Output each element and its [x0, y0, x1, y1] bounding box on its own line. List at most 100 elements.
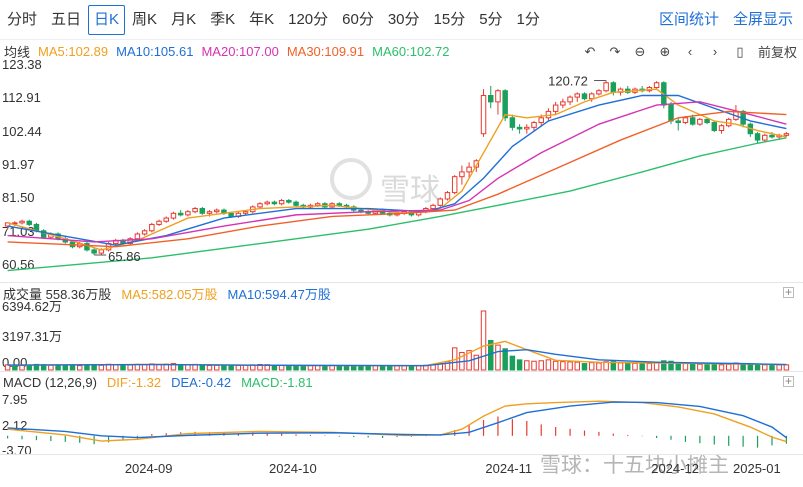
- candle-body: [286, 200, 292, 203]
- candle-body: [242, 211, 249, 214]
- legend-label: MACD (12,26,9): [3, 374, 97, 390]
- candle-style-icon[interactable]: ▯: [736, 43, 744, 59]
- volume-bar: [177, 364, 184, 371]
- candle-body: [689, 117, 696, 125]
- zoom-in-icon[interactable]: ⊕: [659, 43, 671, 59]
- scroll-left-icon[interactable]: ‹: [687, 44, 693, 59]
- volume-bar: [394, 365, 400, 371]
- expand-volume-icon[interactable]: +: [783, 285, 794, 299]
- range-stats-button[interactable]: 区间统计: [658, 10, 719, 28]
- candle-body: [163, 217, 169, 222]
- tab-period[interactable]: 30分: [387, 10, 420, 28]
- tab-period[interactable]: 年K: [249, 10, 275, 28]
- tab-period[interactable]: 120分: [288, 10, 329, 28]
- candle-body: [610, 82, 617, 93]
- volume-bar: [76, 365, 83, 371]
- expand-macd-icon[interactable]: +: [783, 374, 794, 388]
- candle-body: [769, 134, 775, 138]
- volume-bar: [213, 364, 220, 371]
- price-tick-label: 81.50: [2, 190, 35, 206]
- macd-tick-label: 7.95: [2, 392, 28, 407]
- price-tick-label: 91.97: [2, 157, 35, 172]
- candle-body: [581, 93, 588, 100]
- scroll-right-icon[interactable]: ›: [712, 44, 718, 59]
- volume-bar: [307, 365, 314, 371]
- candle-body: [596, 90, 602, 95]
- ma-legend: 均线 MA5:102.89 MA10:105.61 MA20:107.00 MA30:1…: [0, 41, 803, 62]
- redo-icon[interactable]: ↷: [609, 43, 621, 59]
- volume-bar: [84, 364, 90, 371]
- volume-bar: [668, 360, 674, 371]
- tab-period[interactable]: 分时: [7, 10, 38, 28]
- volume-bar: [646, 363, 653, 371]
- volume-bar: [776, 364, 782, 371]
- candle-body: [783, 133, 790, 136]
- candle-body: [495, 90, 501, 103]
- zoom-out-icon[interactable]: ⊖: [634, 43, 646, 59]
- xueqiu-logo-icon: [330, 158, 372, 200]
- candle-body: [336, 203, 343, 206]
- volume-bar: [596, 362, 602, 371]
- volume-bar: [358, 365, 364, 371]
- legend-item: MA10:594.47万股: [227, 286, 331, 302]
- tab-period[interactable]: 日K: [88, 4, 126, 35]
- watermark-brand: 雪球: [380, 174, 440, 207]
- price-ma5-line: [7, 88, 787, 251]
- volume-bar: [531, 360, 537, 371]
- candle-body: [192, 208, 198, 213]
- volume-bar: [379, 365, 386, 371]
- candle-body: [524, 126, 530, 130]
- tab-period[interactable]: 15分: [433, 10, 466, 28]
- undo-icon[interactable]: ↶: [584, 43, 596, 59]
- volume-bar: [343, 365, 350, 371]
- price-tick-label: 102.44: [2, 123, 42, 139]
- tab-period[interactable]: 5分: [479, 10, 503, 28]
- volume-bar: [625, 363, 631, 371]
- volume-bar: [769, 364, 775, 371]
- volume-bar: [69, 364, 76, 371]
- volume-bar: [682, 363, 689, 371]
- volume-bar: [322, 365, 328, 371]
- candle-body: [141, 230, 148, 235]
- volume-bar: [552, 360, 559, 371]
- volume-bar: [574, 361, 581, 371]
- tab-period[interactable]: 五日: [51, 10, 82, 28]
- volume-bar: [206, 365, 213, 371]
- legend-item: MA60:102.72: [372, 44, 450, 59]
- tab-period[interactable]: 月K: [171, 10, 197, 28]
- macd-dif-line: [7, 400, 787, 443]
- price-tick-label: 123.38: [2, 57, 42, 72]
- legend-item: MA5:582.05万股: [121, 286, 218, 302]
- candle-body: [509, 117, 516, 128]
- period-tabs: 分时 五日 日K 周K 月K 季K 年K 120分 60分 30分 15分 5分 1分 区间统计 全屏显示: [0, 0, 803, 40]
- volume-bar: [524, 360, 530, 371]
- volume-bar: [314, 365, 321, 371]
- volume-bar: [113, 364, 119, 371]
- tab-period[interactable]: 周K: [132, 10, 158, 28]
- volume-bar: [293, 365, 299, 371]
- candle-body: [185, 211, 191, 216]
- volume-bar: [19, 365, 25, 371]
- candle-body: [170, 212, 177, 219]
- volume-bar: [610, 360, 617, 371]
- tab-period[interactable]: 季K: [210, 10, 236, 28]
- candle-body: [278, 200, 285, 205]
- volume-bar: [581, 363, 588, 371]
- volume-tick-label: 3197.31万: [2, 328, 62, 344]
- volume-bar: [55, 364, 61, 371]
- legend-item: MA30:109.91: [286, 44, 365, 59]
- tab-period[interactable]: 1分: [516, 10, 540, 28]
- volume-bar: [408, 365, 415, 371]
- legend-item: MA20:107.00: [201, 44, 279, 59]
- volume-bar: [336, 365, 343, 371]
- price-adjust-select[interactable]: 前复权: [757, 45, 797, 60]
- legend-item: MACD:-1.81: [241, 374, 313, 390]
- volume-bar: [588, 362, 595, 371]
- tab-period[interactable]: 60分: [342, 10, 374, 28]
- legend-item: MA5:102.89: [38, 44, 109, 59]
- candle-body: [134, 233, 141, 240]
- legend-item: DIF:-1.32: [106, 374, 162, 390]
- candle-body: [718, 125, 725, 132]
- fullscreen-button[interactable]: 全屏显示: [732, 10, 793, 28]
